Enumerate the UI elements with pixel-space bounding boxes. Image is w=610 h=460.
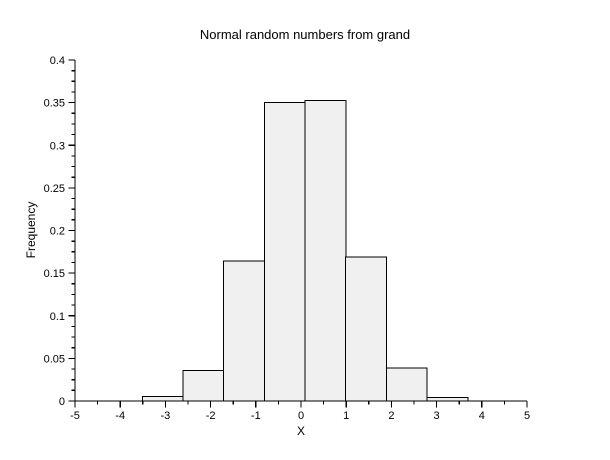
axes-group	[68, 59, 528, 408]
y-tick-label: 0.2	[50, 226, 65, 238]
y-axis-label: Frequency	[24, 201, 38, 259]
histogram-bar	[345, 256, 387, 402]
x-tick-label: -2	[206, 410, 216, 422]
chart-title: Normal random numbers from grand	[199, 27, 411, 42]
histogram-bar	[263, 102, 306, 402]
y-tick-label: 0	[59, 396, 65, 408]
x-tick-label: 0	[298, 410, 304, 422]
x-tick-label: 5	[524, 410, 530, 422]
y-tick-label: 0.25	[44, 183, 65, 195]
histogram-bar	[182, 369, 225, 402]
x-tick-label: 3	[434, 410, 440, 422]
x-tick-label: -4	[115, 410, 125, 422]
x-tick-label: -5	[70, 410, 80, 422]
y-tick-label: 0.35	[44, 98, 65, 110]
x-tick-label: -1	[251, 410, 261, 422]
bars-group	[141, 100, 469, 402]
histogram-bar	[385, 367, 428, 402]
y-tick-label: 0.4	[50, 55, 65, 67]
y-tick-label: 0.3	[50, 140, 65, 152]
y-tick-label: 0.05	[44, 353, 65, 365]
x-tick-label: 1	[343, 410, 349, 422]
x-tick-label: -3	[161, 410, 171, 422]
x-tick-label: 4	[479, 410, 485, 422]
histogram-bar	[141, 396, 184, 402]
x-tick-label: 2	[388, 410, 394, 422]
tick-labels-group: -5 -4 -3 -2 -1 0 1 2 3 4 5 0 0.05 0.1 0.15 0.2 0.25 0.3 0.…	[44, 55, 530, 422]
y-tick-label: 0.15	[44, 268, 65, 280]
histogram-bar	[223, 260, 265, 402]
x-axis-label: X	[296, 424, 306, 438]
y-tick-label: 0.1	[50, 311, 65, 323]
histogram-bar	[304, 100, 347, 402]
